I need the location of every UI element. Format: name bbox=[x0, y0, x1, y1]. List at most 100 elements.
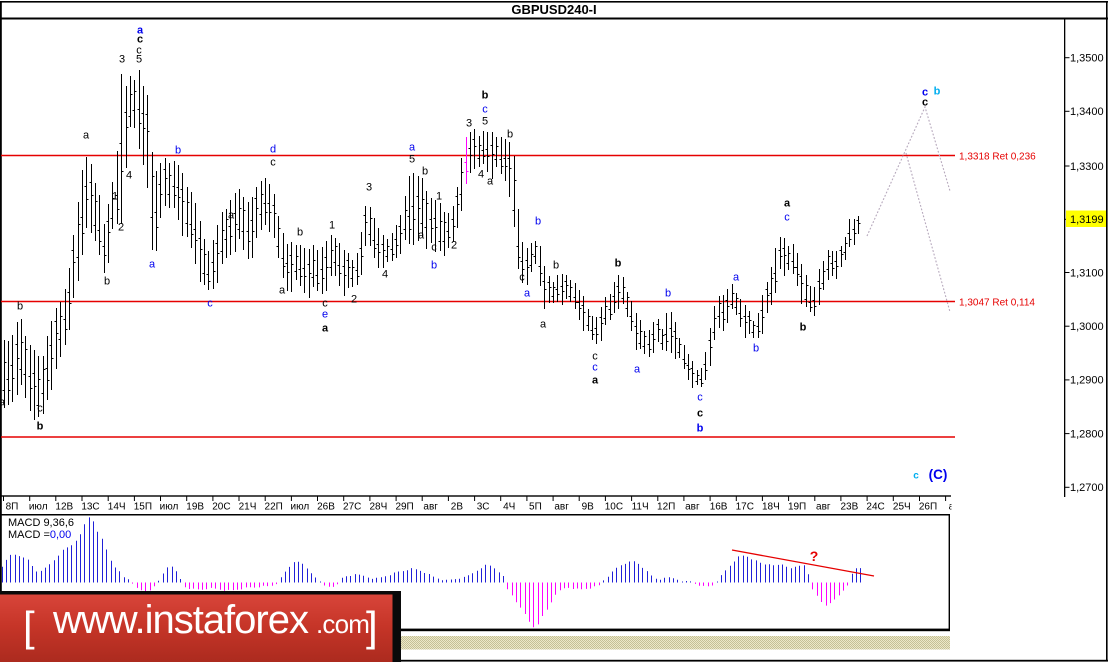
svg-text:26П: 26П bbox=[919, 502, 937, 513]
svg-text:21Ч: 21Ч bbox=[239, 502, 257, 513]
svg-text:c: c bbox=[519, 272, 525, 284]
svg-text:c: c bbox=[431, 242, 437, 254]
svg-text:b: b bbox=[482, 90, 489, 102]
svg-text:c: c bbox=[37, 403, 43, 415]
svg-text:b: b bbox=[697, 423, 704, 435]
svg-text:c: c bbox=[137, 34, 143, 46]
svg-text:июл: июл bbox=[160, 502, 179, 513]
svg-text:a: a bbox=[0, 397, 6, 409]
svg-text:c: c bbox=[697, 392, 703, 404]
svg-text:b: b bbox=[37, 421, 44, 433]
svg-text:b: b bbox=[422, 166, 428, 178]
svg-text:4Ч: 4Ч bbox=[503, 502, 515, 513]
svg-text:b: b bbox=[175, 145, 181, 157]
svg-text:c: c bbox=[922, 97, 928, 109]
svg-text:d: d bbox=[270, 144, 276, 156]
svg-text:a: a bbox=[137, 25, 144, 37]
svg-text:b: b bbox=[800, 322, 807, 334]
svg-text:авг: авг bbox=[685, 502, 700, 513]
svg-text:9В: 9В bbox=[582, 502, 595, 513]
svg-text:1,3100: 1,3100 bbox=[1070, 267, 1104, 279]
svg-text:15П: 15П bbox=[134, 502, 152, 513]
svg-text:24С: 24С bbox=[866, 502, 884, 513]
svg-text:27С: 27С bbox=[343, 502, 361, 513]
svg-text:b: b bbox=[535, 216, 541, 228]
svg-text:.com: .com bbox=[316, 609, 369, 639]
svg-text:10С: 10С bbox=[605, 502, 623, 513]
svg-text:1: 1 bbox=[436, 191, 442, 203]
svg-text:1: 1 bbox=[329, 220, 335, 232]
svg-text:4: 4 bbox=[126, 170, 132, 182]
svg-text:26В: 26В bbox=[317, 502, 335, 513]
svg-text:2: 2 bbox=[351, 294, 357, 306]
svg-text:c: c bbox=[913, 471, 919, 482]
svg-text:a: a bbox=[540, 319, 547, 331]
svg-text:июл: июл bbox=[29, 502, 48, 513]
svg-text:a: a bbox=[322, 323, 329, 335]
svg-text:b: b bbox=[665, 288, 671, 300]
svg-text:a: a bbox=[409, 142, 416, 154]
svg-text:b: b bbox=[507, 129, 513, 141]
svg-text:a: a bbox=[228, 210, 235, 222]
svg-text:19П: 19П bbox=[788, 502, 806, 513]
svg-text:23В: 23В bbox=[841, 502, 859, 513]
svg-text:a: a bbox=[634, 364, 641, 376]
svg-text:b: b bbox=[104, 276, 110, 288]
svg-text:c: c bbox=[697, 408, 703, 420]
svg-text:1,2800: 1,2800 bbox=[1070, 428, 1104, 440]
svg-text:1,3300: 1,3300 bbox=[1070, 161, 1104, 173]
svg-text:b: b bbox=[934, 86, 941, 98]
svg-text:1,2900: 1,2900 bbox=[1070, 375, 1104, 387]
svg-text:MACD =0,00: MACD =0,00 bbox=[8, 529, 71, 541]
svg-text:a: a bbox=[524, 288, 531, 300]
svg-text:1: 1 bbox=[112, 191, 118, 203]
svg-text:1,2700: 1,2700 bbox=[1070, 482, 1104, 494]
svg-text:3С: 3С bbox=[477, 502, 490, 513]
svg-text:a: a bbox=[149, 259, 156, 271]
svg-text:4: 4 bbox=[478, 169, 484, 181]
svg-text:]: ] bbox=[366, 603, 378, 650]
svg-text:18Ч: 18Ч bbox=[762, 502, 780, 513]
svg-text:a: a bbox=[279, 285, 286, 297]
svg-text:MACD 9,36,6: MACD 9,36,6 bbox=[8, 517, 74, 529]
svg-text:11Ч: 11Ч bbox=[632, 502, 649, 513]
svg-text:29П: 29П bbox=[395, 502, 413, 513]
svg-text:1,3047 Ret 0,114: 1,3047 Ret 0,114 bbox=[959, 298, 1035, 309]
svg-text:17С: 17С bbox=[736, 502, 754, 513]
svg-text:22П: 22П bbox=[265, 502, 283, 513]
svg-text:19В: 19В bbox=[186, 502, 204, 513]
svg-text:a: a bbox=[418, 230, 425, 242]
svg-text:e: e bbox=[322, 309, 328, 321]
svg-text:8П: 8П bbox=[6, 502, 19, 513]
svg-text:a: a bbox=[83, 130, 90, 142]
svg-text:c: c bbox=[207, 298, 213, 310]
svg-text:2В: 2В bbox=[451, 502, 464, 513]
svg-text:3: 3 bbox=[366, 182, 372, 194]
svg-text:b: b bbox=[753, 343, 759, 355]
svg-text:авг: авг bbox=[816, 502, 831, 513]
svg-text:13С: 13С bbox=[81, 502, 99, 513]
svg-text:a: a bbox=[784, 198, 791, 210]
svg-text:a: a bbox=[733, 272, 740, 284]
svg-text:28Ч: 28Ч bbox=[370, 502, 388, 513]
svg-text:авг: авг bbox=[423, 502, 438, 513]
svg-text:(C): (C) bbox=[929, 467, 948, 482]
svg-text:5: 5 bbox=[409, 154, 415, 166]
svg-text:c: c bbox=[592, 362, 598, 374]
svg-text:c: c bbox=[482, 104, 488, 116]
svg-text:a: a bbox=[592, 375, 599, 387]
svg-text:b: b bbox=[553, 260, 559, 272]
svg-text:b: b bbox=[17, 301, 23, 313]
svg-text:GBPUSD240-I: GBPUSD240-I bbox=[511, 2, 596, 17]
svg-text:12В: 12В bbox=[55, 502, 73, 513]
svg-text:[: [ bbox=[23, 603, 35, 650]
svg-text:июл: июл bbox=[291, 502, 310, 513]
svg-text:2: 2 bbox=[118, 222, 124, 234]
svg-text:12П: 12П bbox=[657, 502, 675, 513]
svg-text:авг: авг bbox=[554, 502, 569, 513]
svg-text:c: c bbox=[270, 157, 276, 169]
svg-text:www.instaforex: www.instaforex bbox=[52, 598, 309, 642]
svg-text:5: 5 bbox=[136, 54, 142, 66]
svg-text:1,3000: 1,3000 bbox=[1070, 321, 1104, 333]
svg-text:b: b bbox=[297, 227, 303, 239]
